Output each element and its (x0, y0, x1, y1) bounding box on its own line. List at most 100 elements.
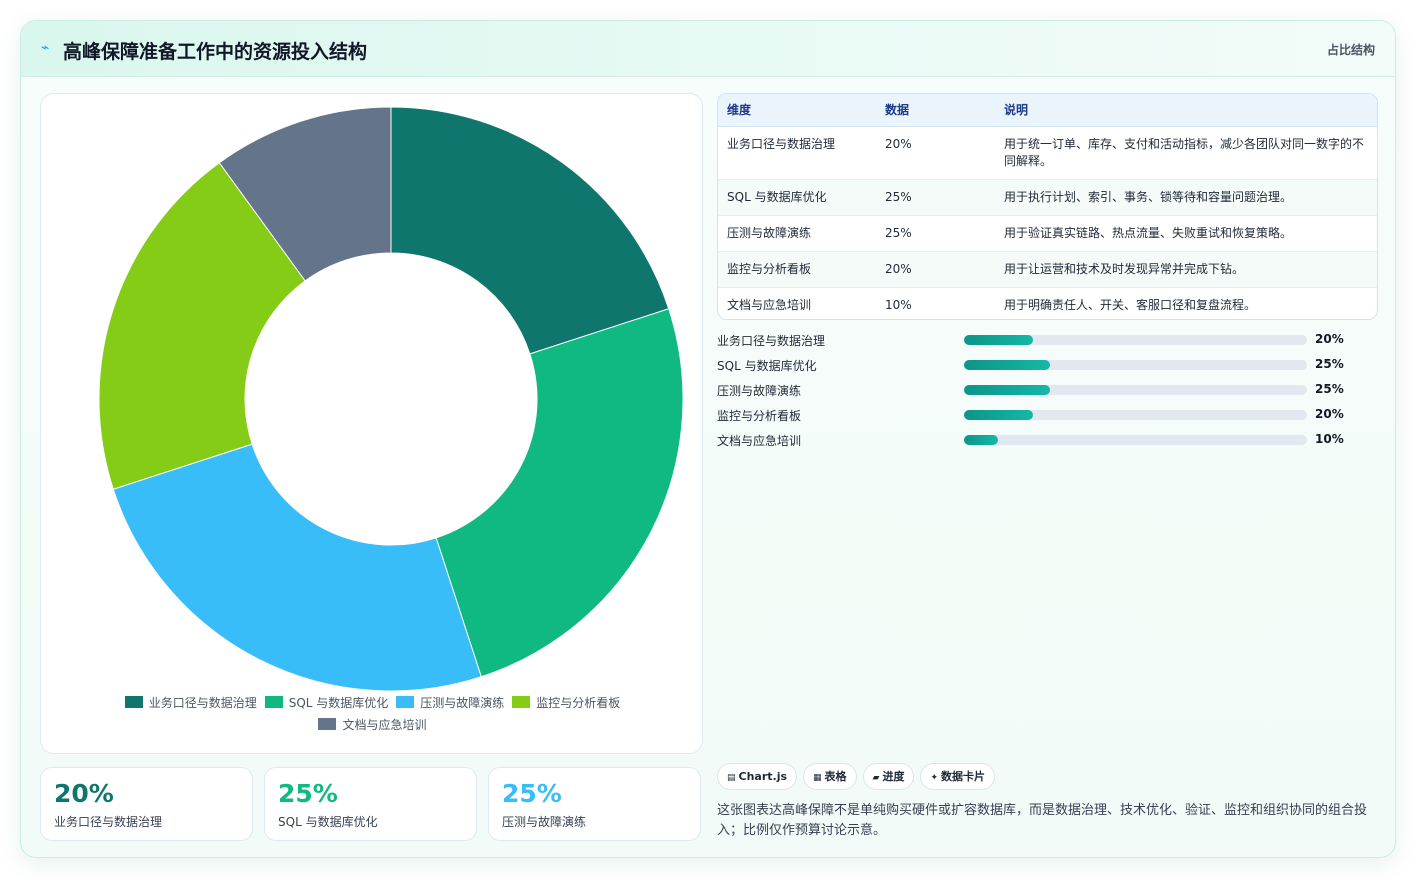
kpi-label: 业务口径与数据治理 (54, 815, 163, 829)
column-header: 维度 (718, 94, 876, 127)
kpi-value: 25% (502, 779, 562, 808)
progress-label: 文档与应急培训 (717, 434, 802, 448)
chip-label: 数据卡片 (941, 770, 986, 783)
legend-label: 监控与分析看板 (536, 696, 621, 710)
data-table: 维度 数据 说明 业务口径与数据治理 20% 用于统一订单、库存、支付和活动指标… (717, 93, 1378, 320)
legend-label: 文档与应急培训 (342, 718, 427, 732)
column-header: 数据 (876, 94, 995, 127)
kpi-card: 25% 压测与故障演练 (488, 767, 701, 841)
table-cell: 用于统一订单、库存、支付和活动指标，减少各团队对同一数字的不同解释。 (995, 126, 1377, 180)
table-cell: 10% (876, 287, 995, 319)
table-cell: 用于明确责任人、开关、客服口径和复盘流程。 (995, 287, 1377, 319)
legend-item[interactable]: 监控与分析看板 (512, 692, 620, 714)
dashboard-card: ⌁ 高峰保障准备工作中的资源投入结构 占比结构 业务口径与数据治理 SQL 与数据… (20, 20, 1396, 858)
legend-swatch (124, 696, 143, 708)
table-cell: 用于让运营和技术及时发现异常并完成下钻。 (995, 251, 1377, 288)
table-cell: 监控与分析看板 (718, 251, 876, 288)
progress-track (964, 335, 1307, 345)
tech-chips: ▤ Chart.js ▦ 表格 ▰ 进度 ✦ 数据卡片 (717, 763, 1001, 791)
progress-track (964, 385, 1307, 395)
progress-row: 压测与故障演练 25% (717, 380, 1378, 405)
progress-label: SQL 与数据库优化 (717, 359, 817, 373)
progress-value: 20% (1315, 407, 1344, 421)
chip-sparkle[interactable]: ✦ 数据卡片 (920, 763, 996, 790)
table-cell: 25% (876, 179, 995, 216)
legend-item[interactable]: 文档与应急培训 (318, 714, 427, 736)
kpi-value: 20% (54, 779, 114, 808)
progress-track (964, 435, 1307, 445)
progress-fill (964, 360, 1050, 370)
legend-item[interactable]: 业务口径与数据治理 (124, 692, 257, 714)
progress-label: 业务口径与数据治理 (717, 334, 826, 348)
progress-fill (964, 435, 999, 445)
donut-slice[interactable] (435, 308, 684, 678)
legend-item[interactable]: 压测与故障演练 (396, 692, 504, 714)
table-header-row: 维度 数据 说明 (718, 94, 1377, 127)
progress-row: SQL 与数据库优化 25% (717, 355, 1378, 380)
progress-row: 业务口径与数据治理 20% (717, 330, 1378, 355)
kpi-label: 压测与故障演练 (502, 815, 587, 829)
progress-fill (964, 385, 1050, 395)
progress-value: 20% (1315, 332, 1344, 346)
donut-slice[interactable] (218, 106, 392, 282)
table-row: 业务口径与数据治理 20% 用于统一订单、库存、支付和活动指标，减少各团队对同一… (718, 126, 1377, 180)
progress-track (964, 410, 1307, 420)
chart-legend: 业务口径与数据治理 SQL 与数据库优化 压测与故障演练 监控与分析看板文档与应急培训 (41, 692, 704, 736)
table-row: 文档与应急培训 10% 用于明确责任人、开关、客服口径和复盘流程。 (718, 287, 1377, 319)
chip-chart[interactable]: ▤ Chart.js (717, 763, 798, 790)
kpi-card: 20% 业务口径与数据治理 (40, 767, 253, 841)
table-cell: 25% (876, 215, 995, 252)
progress-value: 25% (1315, 357, 1344, 371)
progress-icon: ▰ (872, 773, 880, 783)
chip-label: 进度 (882, 770, 905, 783)
chart-type-tag: 占比结构 (1326, 43, 1375, 57)
legend-label: 业务口径与数据治理 (148, 696, 257, 710)
progress-track (964, 360, 1307, 370)
kpi-value: 25% (278, 779, 338, 808)
chart-note: 这张图表达高峰保障不是单纯购买硬件或扩容数据库，而是数据治理、技术优化、验证、监… (717, 803, 1368, 838)
table-cell: 文档与应急培训 (718, 287, 876, 319)
progress-row: 监控与分析看板 20% (717, 405, 1378, 430)
kpi-card: 25% SQL 与数据库优化 (264, 767, 477, 841)
progress-fill (964, 335, 1033, 345)
legend-swatch (396, 696, 415, 708)
table-row: 压测与故障演练 25% 用于验证真实链路、热点流量、失败重试和恢复策略。 (718, 215, 1377, 252)
progress-list: 业务口径与数据治理 20% SQL 与数据库优化 25% 压测与故障演练 25% 监控与分析… (717, 330, 1378, 455)
donut-slice[interactable] (390, 106, 670, 355)
legend-label: SQL 与数据库优化 (288, 696, 389, 710)
column-header: 说明 (995, 94, 1377, 127)
table-cell: 20% (876, 126, 995, 180)
chip-label: 表格 (824, 770, 847, 783)
chip-table[interactable]: ▦ 表格 (803, 763, 857, 790)
table-cell: 20% (876, 251, 995, 288)
table-row: 监控与分析看板 20% 用于让运营和技术及时发现异常并完成下钻。 (718, 251, 1377, 288)
progress-label: 监控与分析看板 (717, 409, 802, 423)
donut-slice[interactable] (98, 162, 306, 490)
table-cell: 业务口径与数据治理 (718, 126, 876, 180)
donut-chart-panel: 业务口径与数据治理 SQL 与数据库优化 压测与故障演练 监控与分析看板文档与应急培训 (40, 93, 703, 754)
chip-label: Chart.js (738, 770, 788, 783)
legend-swatch (264, 696, 283, 708)
progress-label: 压测与故障演练 (717, 384, 802, 398)
donut-chart (98, 106, 684, 692)
pulse-icon: ⌁ (41, 40, 50, 56)
donut-slice[interactable] (112, 443, 482, 692)
legend-swatch (318, 718, 337, 730)
kpi-label: SQL 与数据库优化 (278, 815, 378, 829)
legend-swatch (512, 696, 531, 708)
legend-item[interactable]: SQL 与数据库优化 (264, 692, 389, 714)
page-title: 高峰保障准备工作中的资源投入结构 (63, 41, 368, 63)
kpi-cards: 20% 业务口径与数据治理 25% SQL 与数据库优化 25% 压测与故障演练 (40, 767, 703, 841)
progress-value: 10% (1315, 432, 1344, 446)
card-header: ⌁ 高峰保障准备工作中的资源投入结构 占比结构 (21, 21, 1395, 77)
progress-fill (964, 410, 1033, 420)
sparkle-icon: ✦ (930, 773, 939, 783)
legend-label: 压测与故障演练 (420, 696, 505, 710)
progress-row: 文档与应急培训 10% (717, 430, 1378, 455)
chip-progress[interactable]: ▰ 进度 (862, 763, 915, 790)
chart-icon: ▤ (727, 773, 736, 783)
progress-value: 25% (1315, 382, 1344, 396)
table-cell: 用于执行计划、索引、事务、锁等待和容量问题治理。 (995, 179, 1377, 216)
table-cell: 用于验证真实链路、热点流量、失败重试和恢复策略。 (995, 215, 1377, 252)
table-cell: SQL 与数据库优化 (718, 179, 876, 216)
